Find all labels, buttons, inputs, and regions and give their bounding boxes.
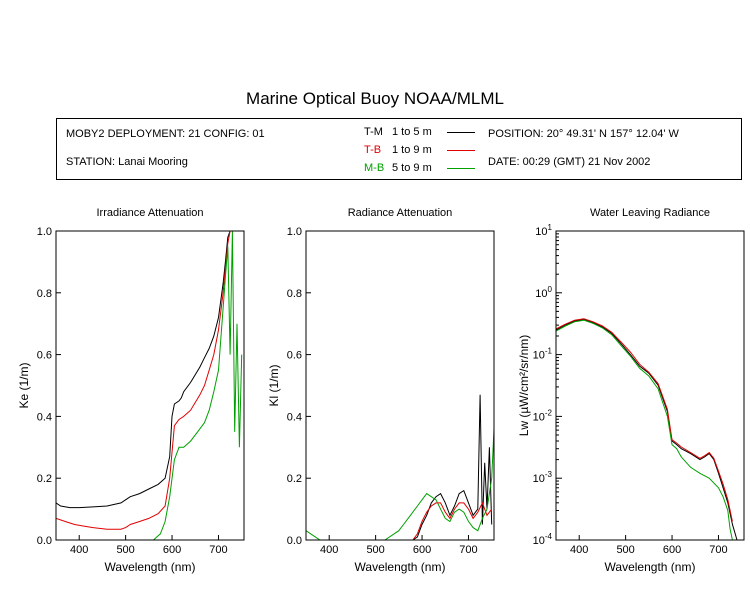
- series-line-m-b: [306, 428, 494, 540]
- y-tick-label: 0.8: [37, 288, 52, 300]
- legend-code-mb: M-B: [364, 162, 385, 174]
- x-tick-label: 700: [709, 544, 727, 556]
- legend-line-tm: [447, 132, 475, 133]
- date-text: DATE: 00:29 (GMT) 21 Nov 2002: [488, 156, 651, 168]
- x-axis-label: Wavelength (nm): [605, 560, 696, 574]
- y-tick-label: 10-2: [533, 408, 553, 423]
- y-tick-label: 0.8: [287, 288, 302, 300]
- x-tick-label: 700: [459, 544, 477, 556]
- x-axis-label: Wavelength (nm): [355, 560, 446, 574]
- figure-title: Marine Optical Buoy NOAA/MLML: [246, 89, 504, 108]
- x-tick-label: 500: [616, 544, 634, 556]
- y-tick-label: 0.2: [287, 473, 302, 485]
- x-tick-label: 500: [366, 544, 384, 556]
- y-tick-label: 101: [535, 223, 552, 238]
- series-line-t-b: [56, 231, 242, 530]
- y-tick-label: 0.6: [37, 350, 52, 362]
- series-line-t-b: [306, 501, 493, 540]
- series-line-t-b: [556, 318, 733, 522]
- y-tick-label: 0.4: [37, 411, 52, 423]
- x-axis-label: Wavelength (nm): [105, 560, 196, 574]
- y-tick-label: 0.2: [37, 473, 52, 485]
- x-tick-label: 600: [413, 544, 431, 556]
- legend-range-tb: 1 to 9 m: [392, 144, 432, 156]
- series-line-m-b: [56, 231, 243, 540]
- y-axis-label: Ke (1/m): [17, 362, 31, 408]
- x-tick-label: 600: [663, 544, 681, 556]
- x-tick-label: 400: [70, 544, 88, 556]
- plot-frame: [555, 230, 745, 541]
- plot-frame: [55, 230, 245, 541]
- x-tick-label: 400: [570, 544, 588, 556]
- plot-frame: [305, 230, 495, 541]
- deployment-text: MOBY2 DEPLOYMENT: 21 CONFIG: 01: [66, 128, 265, 140]
- y-tick-label: 0.0: [287, 535, 302, 547]
- y-tick-label: 10-3: [533, 470, 553, 485]
- x-tick-label: 700: [209, 544, 227, 556]
- panel-title: Radiance Attenuation: [348, 207, 453, 219]
- series-line-t-m: [306, 394, 493, 540]
- y-tick-label: 0.0: [37, 535, 52, 547]
- y-tick-label: 1.0: [287, 226, 302, 238]
- y-tick-label: 10-4: [533, 532, 553, 547]
- series-line-m-b: [556, 319, 733, 540]
- x-tick-label: 400: [320, 544, 338, 556]
- y-axis-label: Lw (µW/cm²/sr/nm): [517, 335, 531, 437]
- series-line-t-m: [56, 231, 242, 509]
- x-tick-label: 500: [116, 544, 134, 556]
- legend-line-mb: [447, 168, 475, 169]
- legend-line-tb: [447, 150, 475, 151]
- station-text: STATION: Lanai Mooring: [66, 156, 188, 168]
- y-tick-label: 10-1: [533, 347, 553, 362]
- y-tick-label: 100: [535, 285, 552, 300]
- y-tick-label: 0.4: [287, 411, 302, 423]
- position-text: POSITION: 20° 49.31' N 157° 12.04' W: [488, 128, 679, 140]
- panel-title: Irradiance Attenuation: [96, 207, 203, 219]
- legend-range-mb: 5 to 9 m: [392, 162, 432, 174]
- legend-range-tm: 1 to 5 m: [392, 126, 432, 138]
- legend-code-tm: T-M: [364, 126, 383, 138]
- y-tick-label: 0.6: [287, 350, 302, 362]
- x-tick-label: 600: [163, 544, 181, 556]
- info-box: MOBY2 DEPLOYMENT: 21 CONFIG: 01 STATION:…: [56, 118, 742, 180]
- panel-title: Water Leaving Radiance: [590, 207, 710, 219]
- y-tick-label: 1.0: [37, 226, 52, 238]
- series-line-t-m: [556, 318, 738, 540]
- legend-code-tb: T-B: [364, 144, 382, 156]
- y-axis-label: Kl (1/m): [267, 364, 281, 406]
